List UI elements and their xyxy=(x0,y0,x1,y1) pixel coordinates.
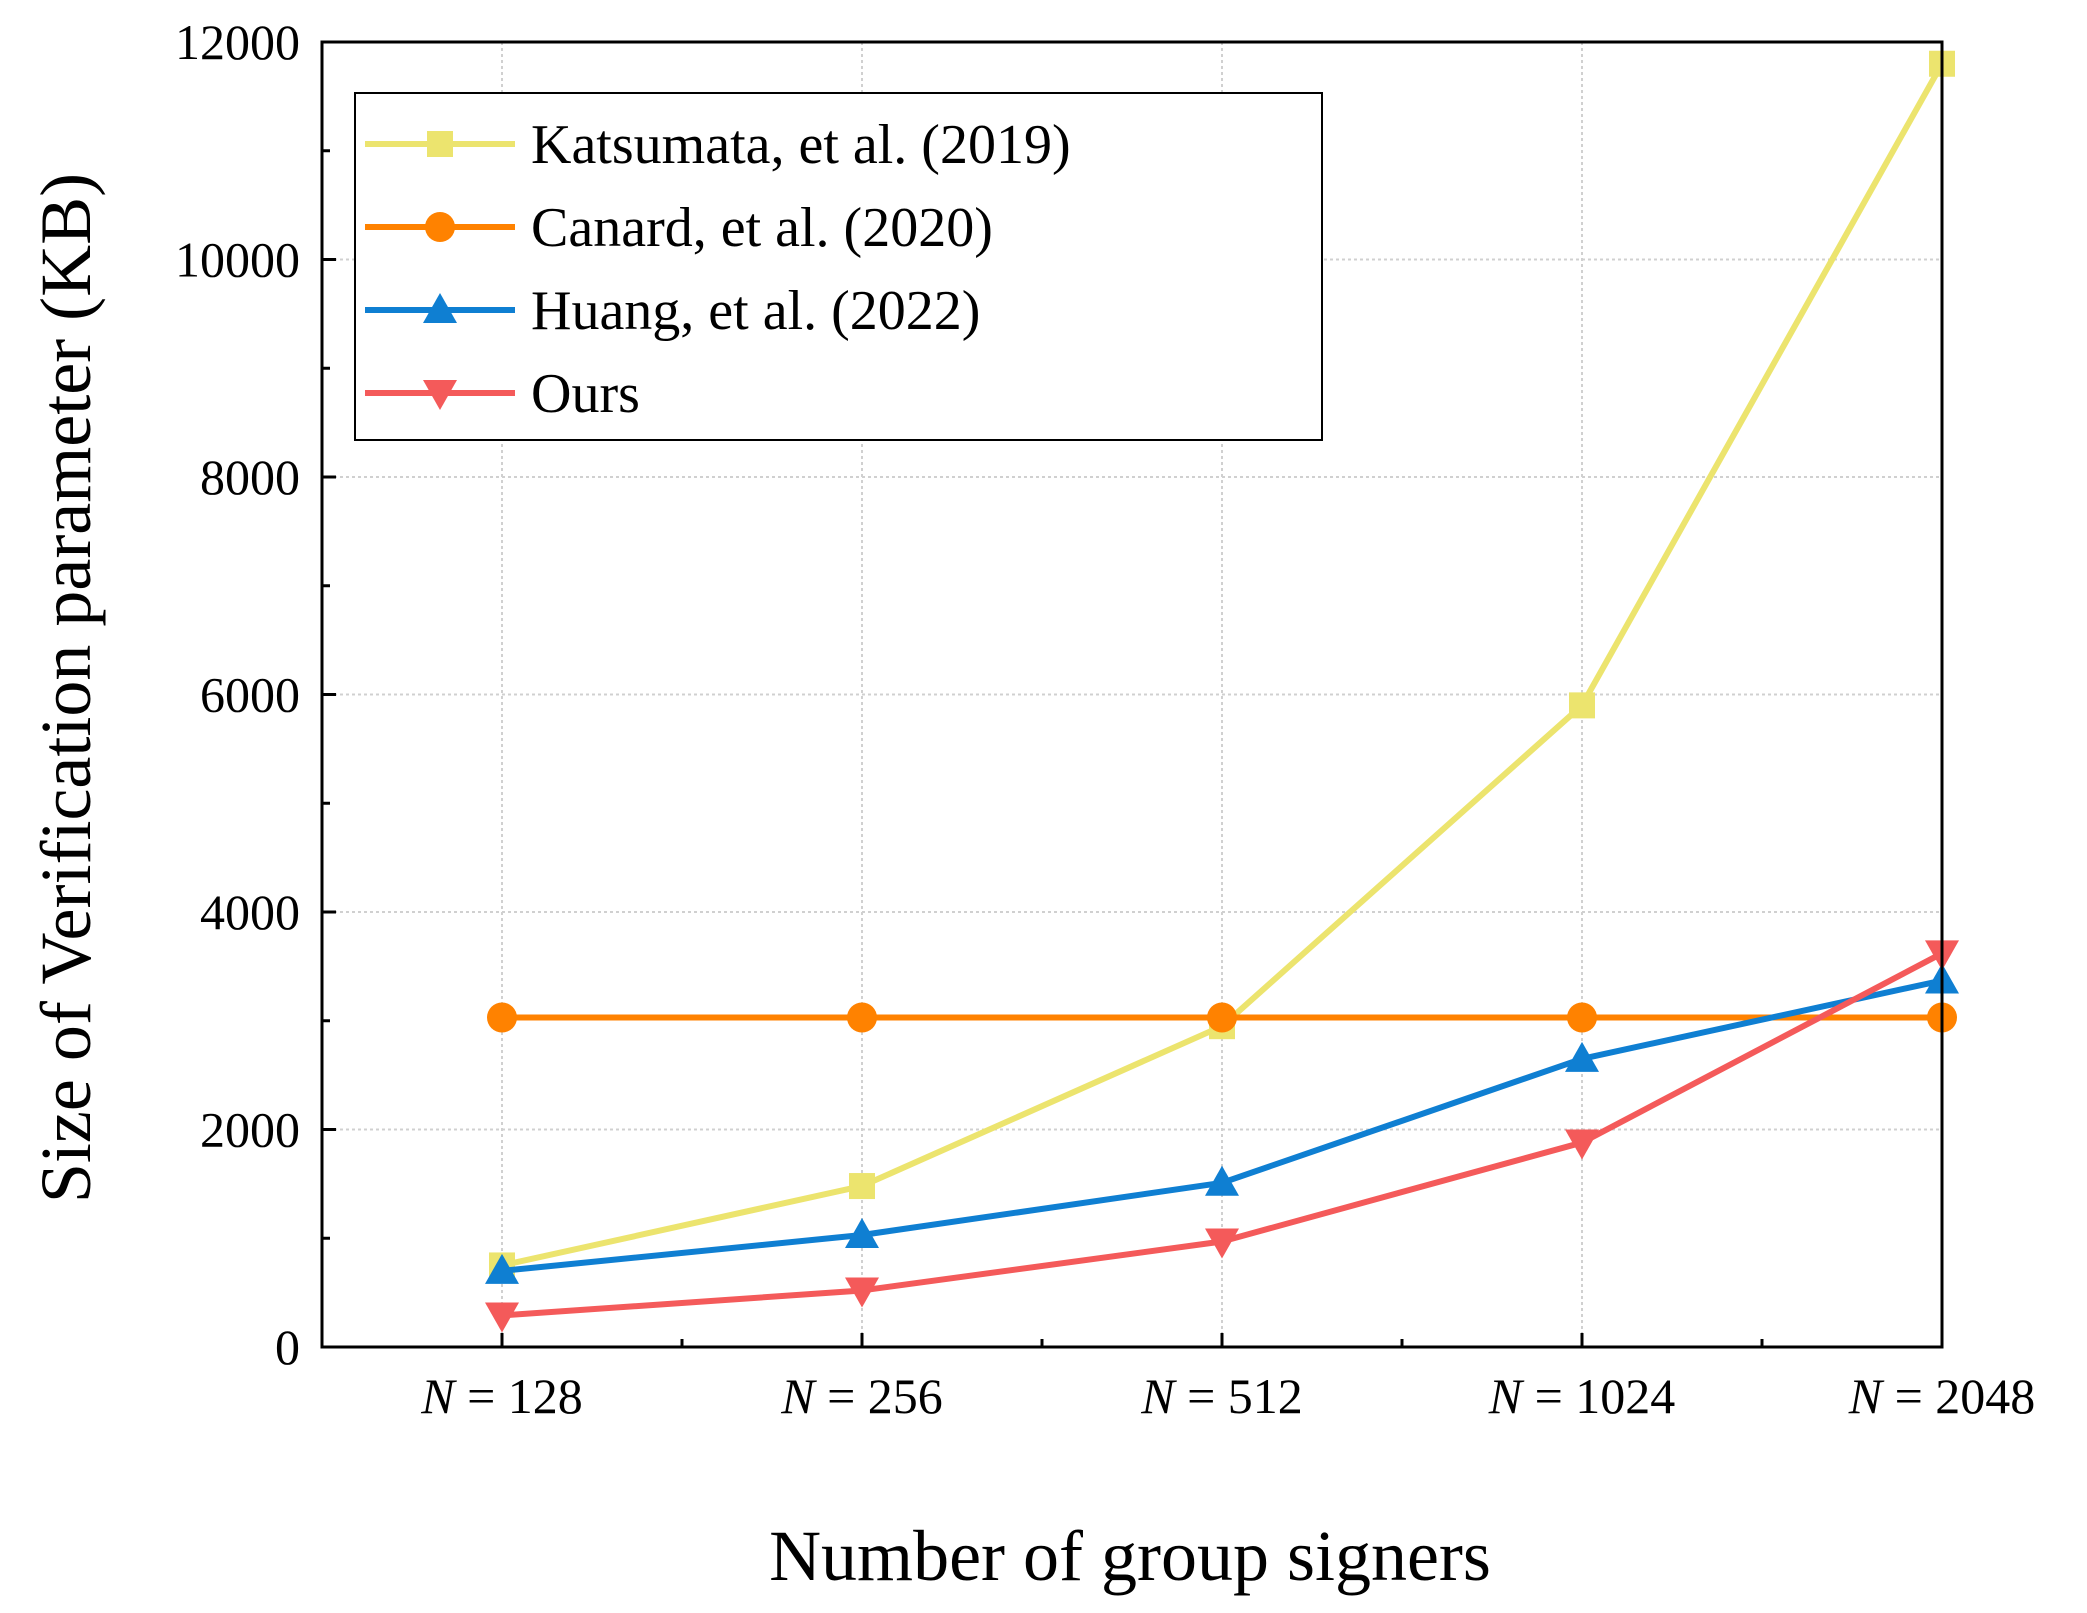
legend-label: Katsumata, et al. (2019) xyxy=(531,114,1071,176)
data-point xyxy=(849,1173,875,1200)
x-tick-label: N = 2048 xyxy=(1848,1368,2036,1424)
x-axis-title: Number of group signers xyxy=(769,1516,1491,1596)
x-tick-label: N = 128 xyxy=(420,1368,583,1424)
axes-layer: 0 2000 4000 6000 8000 10000 12000 N = 128 N = 25… xyxy=(175,14,2035,1424)
legend: Katsumata, et al. (2019) Canard, et al. (… xyxy=(354,92,1323,441)
series-1 xyxy=(487,1002,1957,1033)
legend-marker xyxy=(427,131,453,157)
y-axis-title: Size of Verification parameter (KB) xyxy=(26,173,106,1203)
data-point xyxy=(1205,1165,1239,1196)
series-layer xyxy=(485,50,1959,1333)
legend-item: Huang, et al. (2022) xyxy=(365,280,980,342)
data-point xyxy=(1565,1129,1599,1160)
y-tick-label: 2000 xyxy=(200,1102,300,1158)
legend-marker xyxy=(425,212,455,242)
legend-item: Canard, et al. (2020) xyxy=(365,197,993,259)
legend-label: Ours xyxy=(531,363,640,425)
data-point xyxy=(1567,1002,1597,1033)
y-tick-label: 6000 xyxy=(200,667,300,723)
legend-marker xyxy=(423,293,457,323)
data-point xyxy=(487,1002,517,1033)
y-tick-label: 4000 xyxy=(200,884,300,940)
data-point xyxy=(485,1302,519,1333)
data-point xyxy=(847,1002,877,1033)
y-tick-label: 8000 xyxy=(200,449,300,505)
legend-item: Ours xyxy=(365,363,640,425)
x-tick-label: N = 256 xyxy=(780,1368,943,1424)
data-point xyxy=(1207,1002,1237,1033)
legend-item: Katsumata, et al. (2019) xyxy=(365,114,1071,176)
data-point xyxy=(1565,1041,1599,1072)
x-tick-label: N = 1024 xyxy=(1488,1368,1676,1424)
data-point xyxy=(845,1217,879,1248)
data-point xyxy=(1205,1228,1239,1259)
series-3 xyxy=(485,940,1959,1333)
legend-label: Huang, et al. (2022) xyxy=(531,280,980,342)
series-2 xyxy=(485,963,1959,1284)
data-point xyxy=(845,1277,879,1308)
legend-box xyxy=(354,92,1323,441)
data-point xyxy=(1569,692,1595,719)
data-point xyxy=(485,1253,519,1284)
legend-marker xyxy=(423,380,457,410)
y-tick-label: 12000 xyxy=(175,14,300,70)
y-tick-label: 10000 xyxy=(175,232,300,288)
x-tick-label: N = 512 xyxy=(1140,1368,1303,1424)
legend-label: Canard, et al. (2020) xyxy=(531,197,993,259)
y-tick-label: 0 xyxy=(275,1319,300,1375)
